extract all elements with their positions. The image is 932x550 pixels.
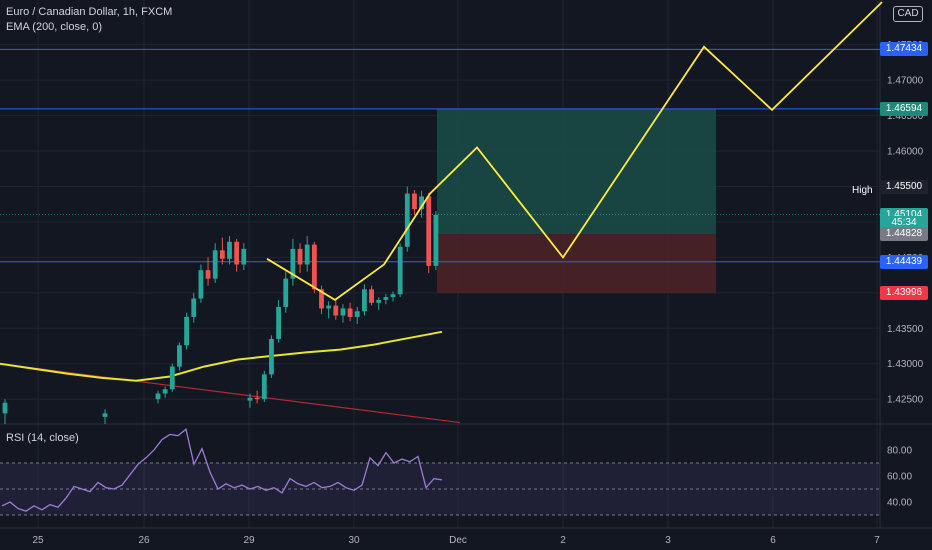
chart-title: Euro / Canadian Dollar, 1h, FXCM xyxy=(6,6,173,18)
candle xyxy=(283,278,289,308)
price-tick-label: 1.42500 xyxy=(887,395,924,406)
price-tick-label: 1.47000 xyxy=(887,76,924,87)
candle xyxy=(340,308,346,316)
rsi-tick-label: 60.00 xyxy=(887,472,912,483)
candle xyxy=(247,397,253,401)
time-tick-label: 25 xyxy=(32,535,44,546)
candles xyxy=(2,186,439,424)
price-axis-label: 1.45500 xyxy=(880,179,928,194)
stop-zone xyxy=(437,234,716,294)
candle xyxy=(433,214,439,266)
candle xyxy=(319,289,324,309)
candle xyxy=(261,374,267,400)
candle xyxy=(205,270,211,279)
price-tick-label: 1.46000 xyxy=(887,147,924,158)
price-tick-label: 1.43500 xyxy=(887,324,924,335)
candle xyxy=(276,307,281,339)
high-label: High xyxy=(852,185,873,196)
trend-line xyxy=(0,363,461,424)
time-tick-label: 6 xyxy=(770,535,776,546)
time-tick-label: 26 xyxy=(138,535,150,546)
rsi-pane xyxy=(0,428,880,516)
candle xyxy=(162,389,168,394)
time-tick-label: 2 xyxy=(560,535,566,546)
candle xyxy=(419,196,424,210)
candle xyxy=(426,196,432,266)
candle xyxy=(376,299,382,303)
candle xyxy=(354,311,360,317)
candle xyxy=(102,413,108,417)
candle xyxy=(2,402,8,414)
ema-indicator-label: EMA (200, close, 0) xyxy=(6,21,102,33)
time-tick-label: Dec xyxy=(449,535,467,546)
currency-badge[interactable]: CAD xyxy=(893,6,923,22)
price-tick-label: 1.43000 xyxy=(887,359,924,370)
time-tick-label: 29 xyxy=(243,535,255,546)
candle xyxy=(234,241,240,265)
price-axis-label: 45:34 xyxy=(880,216,928,231)
candle xyxy=(412,193,417,210)
price-tick-label: 1.46500 xyxy=(887,111,924,122)
rsi-tick-label: 80.00 xyxy=(887,446,912,457)
price-axis-label: 1.43996 xyxy=(880,286,928,301)
horizontal-levels xyxy=(0,48,880,263)
candle xyxy=(304,244,310,265)
price-axis-label: 1.47434 xyxy=(880,42,928,57)
candle xyxy=(212,250,218,279)
candle xyxy=(362,289,367,312)
candle xyxy=(333,305,339,316)
rsi-line xyxy=(1,428,443,512)
candle xyxy=(397,246,403,295)
candle xyxy=(290,248,296,279)
candle xyxy=(169,366,175,390)
ema-200-line xyxy=(0,330,443,382)
candle xyxy=(390,294,396,298)
candle xyxy=(227,241,232,259)
candle xyxy=(219,250,225,259)
projection-line xyxy=(266,1,883,301)
time-tick-label: 30 xyxy=(348,535,360,546)
time-tick-label: 7 xyxy=(874,535,880,546)
candle xyxy=(198,270,204,299)
candle xyxy=(297,248,303,265)
target-zone xyxy=(437,108,716,235)
candle xyxy=(404,193,410,247)
candle xyxy=(269,338,274,375)
descending-trend-line xyxy=(0,363,461,424)
candle xyxy=(383,297,389,300)
rsi-indicator-label: RSI (14, close) xyxy=(6,432,79,444)
candle xyxy=(369,289,374,303)
candle xyxy=(254,397,260,400)
candle xyxy=(347,308,353,317)
candle xyxy=(326,305,332,309)
price-axis-label: 1.44828 xyxy=(880,227,928,242)
candle xyxy=(184,316,189,346)
position-zones xyxy=(0,108,880,294)
projection-path xyxy=(266,1,883,301)
price-axis-label: 1.44439 xyxy=(880,254,928,269)
candle xyxy=(311,244,317,290)
time-tick-label: 3 xyxy=(665,535,671,546)
rsi-tick-label: 40.00 xyxy=(887,498,912,509)
candle xyxy=(191,298,197,317)
candle xyxy=(241,248,247,265)
ema-line xyxy=(0,330,443,382)
price-axis-label: 1.46594 xyxy=(880,101,928,116)
candle xyxy=(177,345,182,367)
candle xyxy=(155,393,161,400)
